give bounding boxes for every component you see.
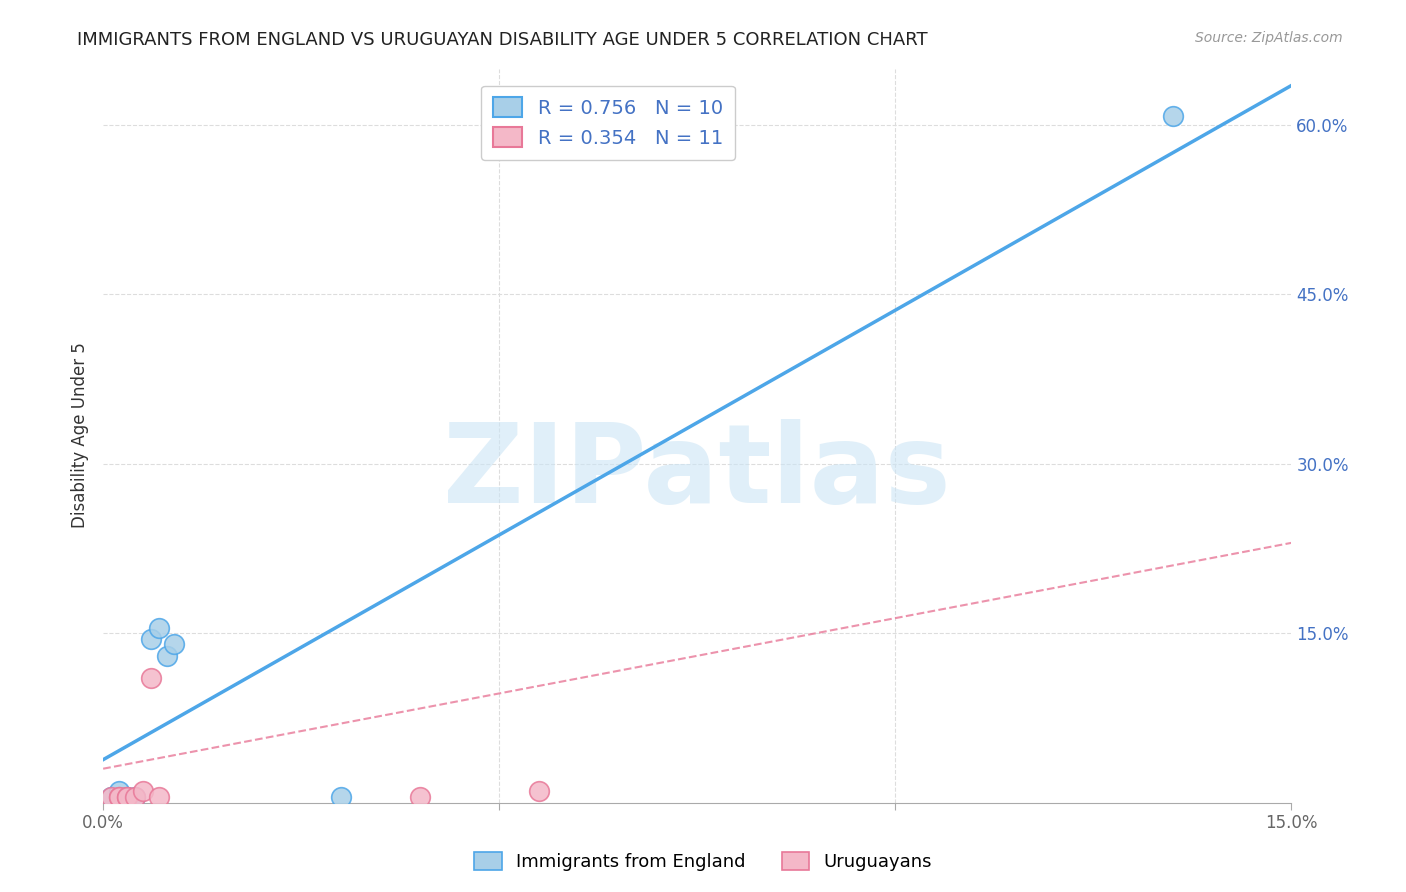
Point xyxy=(148,621,170,635)
Point xyxy=(409,789,432,804)
Point xyxy=(115,789,138,804)
Y-axis label: Disability Age Under 5: Disability Age Under 5 xyxy=(72,343,89,528)
Point xyxy=(527,784,550,798)
Point xyxy=(163,638,186,652)
Legend: Immigrants from England, Uruguayans: Immigrants from England, Uruguayans xyxy=(467,845,939,879)
Legend: R = 0.756   N = 10, R = 0.354   N = 11: R = 0.756 N = 10, R = 0.354 N = 11 xyxy=(481,86,734,160)
Text: Source: ZipAtlas.com: Source: ZipAtlas.com xyxy=(1195,31,1343,45)
Point xyxy=(108,789,131,804)
Point xyxy=(108,784,131,798)
Text: IMMIGRANTS FROM ENGLAND VS URUGUAYAN DISABILITY AGE UNDER 5 CORRELATION CHART: IMMIGRANTS FROM ENGLAND VS URUGUAYAN DIS… xyxy=(77,31,928,49)
Point xyxy=(100,789,122,804)
Point xyxy=(124,789,146,804)
Point xyxy=(108,789,131,804)
Point xyxy=(139,632,162,646)
Point xyxy=(139,672,162,686)
Point xyxy=(155,648,177,663)
Text: ZIPatlas: ZIPatlas xyxy=(443,418,952,525)
Point xyxy=(329,789,352,804)
Point xyxy=(100,789,122,804)
Point xyxy=(124,789,146,804)
Point xyxy=(115,789,138,804)
Point xyxy=(115,789,138,804)
Point xyxy=(1161,109,1184,123)
Point xyxy=(148,789,170,804)
Point xyxy=(132,784,155,798)
